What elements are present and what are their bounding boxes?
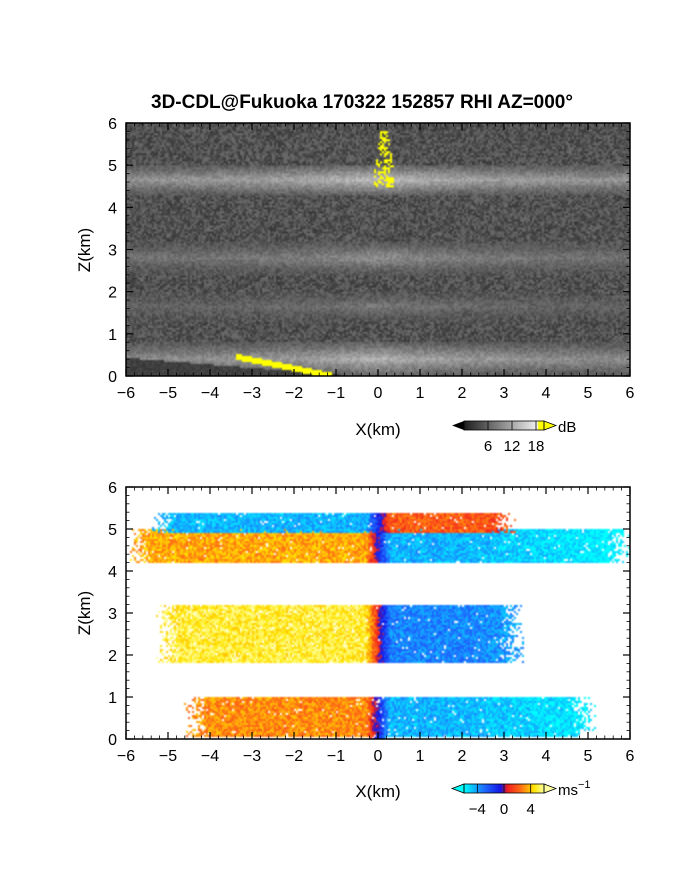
intensity-ylabel: Z(km)	[75, 228, 94, 272]
x-tick-label: 2	[458, 385, 467, 402]
y-tick-label: 5	[108, 522, 117, 539]
colorbar-tick-label: 18	[528, 438, 545, 455]
x-tick-label: 5	[584, 748, 593, 765]
intensity-colorbar-ramp	[464, 421, 544, 430]
x-tick-label: −4	[201, 385, 219, 402]
velocity-heatmap	[126, 487, 630, 739]
intensity-colorbar-unit: dB	[558, 419, 576, 436]
x-tick-label: 3	[500, 748, 509, 765]
y-tick-label: 3	[108, 606, 117, 623]
y-tick-label: 2	[108, 285, 117, 302]
x-tick-label: 0	[374, 385, 383, 402]
y-tick-label: 0	[108, 732, 117, 749]
colorbar-tick-label: 6	[484, 438, 492, 455]
velocity-xlabel: X(km)	[355, 782, 400, 801]
intensity-colorbar: dB 6 12 18	[452, 419, 576, 455]
x-tick-label: −2	[285, 748, 303, 765]
y-tick-label: 3	[108, 243, 117, 260]
x-tick-label: −5	[159, 385, 177, 402]
x-tick-label: −1	[327, 385, 345, 402]
y-tick-label: 1	[108, 690, 117, 707]
y-tick-label: 6	[108, 116, 117, 133]
intensity-colorbar-max-arrow	[543, 420, 558, 431]
x-tick-label: −6	[117, 748, 135, 765]
y-tick-label: 1	[108, 327, 117, 344]
x-tick-label: −6	[117, 385, 135, 402]
velocity-ylabel: Z(km)	[75, 591, 94, 635]
x-tick-label: 3	[500, 385, 509, 402]
x-tick-label: 6	[626, 748, 635, 765]
intensity-xlabel: X(km)	[355, 420, 400, 439]
velocity-colorbar-max-arrow	[543, 783, 558, 794]
y-tick-label: 6	[108, 480, 117, 497]
x-tick-label: 0	[374, 748, 383, 765]
x-tick-label: 4	[542, 385, 551, 402]
velocity-panel: −6 −5 −4 −3 −2 −1 0 1 2 3 4 5 6 0 1 2 3 4 5 6 X(km) Z(km) m…	[75, 480, 635, 818]
colorbar-tick-label: 12	[504, 438, 521, 455]
x-tick-label: −3	[243, 748, 261, 765]
intensity-colorbar-min-arrow	[452, 421, 464, 430]
velocity-colorbar: ms−1 −4 0 4	[450, 779, 591, 818]
x-tick-label: 4	[542, 748, 551, 765]
y-tick-label: 2	[108, 648, 117, 665]
x-tick-label: −4	[201, 748, 219, 765]
figure-title: 3D-CDL@Fukuoka 170322 152857 RHI AZ=000°	[151, 92, 573, 113]
x-tick-label: 1	[416, 748, 425, 765]
velocity-colorbar-unit: ms−1	[558, 779, 591, 799]
x-tick-label: −5	[159, 748, 177, 765]
y-tick-label: 4	[108, 564, 117, 581]
x-tick-label: −1	[327, 748, 345, 765]
x-tick-label: −3	[243, 385, 261, 402]
x-tick-label: 6	[626, 385, 635, 402]
colorbar-tick-label: 4	[526, 801, 534, 818]
colorbar-tick-label: 0	[500, 801, 508, 818]
intensity-heatmap	[126, 123, 630, 376]
intensity-colorbar-frame	[463, 420, 545, 431]
velocity-axis-ticks: −6 −5 −4 −3 −2 −1 0 1 2 3 4 5 6 0 1 2 3 4 5 6	[108, 480, 634, 765]
colorbar-tick-label: −4	[469, 801, 486, 818]
intensity-axis-ticks: −6 −5 −4 −3 −2 −1 0 1 2 3 4 5 6 0 1 2 3 4 5 6	[108, 116, 634, 402]
y-tick-label: 4	[108, 200, 117, 217]
x-tick-label: 5	[584, 385, 593, 402]
velocity-colorbar-min-arrow	[450, 783, 465, 794]
x-tick-label: −2	[285, 385, 303, 402]
y-tick-label: 5	[108, 158, 117, 175]
x-tick-label: 2	[458, 748, 467, 765]
x-tick-label: 1	[416, 385, 425, 402]
y-tick-label: 0	[108, 369, 117, 386]
